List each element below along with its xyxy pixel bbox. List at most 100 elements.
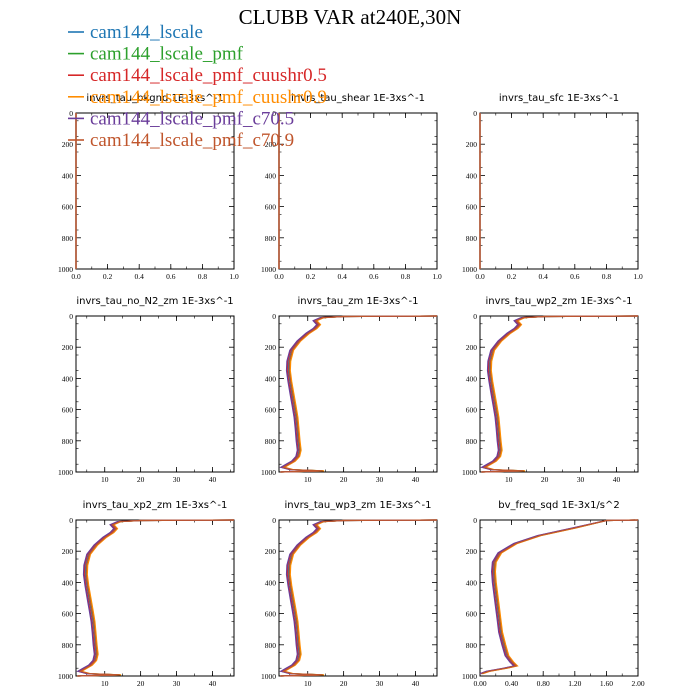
- x-tick-label: 0.0: [71, 272, 81, 281]
- y-tick-label: 0: [69, 516, 73, 525]
- series-line-2: [481, 315, 639, 473]
- series-line-2: [280, 519, 438, 677]
- x-tick-label: 40: [209, 475, 217, 484]
- x-tick-label: 0.2: [306, 272, 316, 281]
- legend-entry: cam144_lscale_pmf_c70.5: [90, 108, 294, 129]
- series-line-1: [77, 519, 235, 677]
- panel-title: invrs_tau_xp2_zm 1E-3xs^-1: [83, 500, 228, 511]
- y-tick-label: 800: [62, 234, 74, 243]
- panel-9: bv_freq_sqd 1E-3x1/s^2020040060080010000…: [462, 500, 645, 688]
- series-line-5: [76, 519, 235, 677]
- panel-3: invrs_tau_sfc 1E-3xs^-1 0 200 400 600 800 1000…: [462, 93, 643, 281]
- series-line-3: [76, 519, 235, 677]
- x-tick-label: 0.80: [537, 679, 550, 688]
- plot-frame: [479, 112, 639, 270]
- panel-title: invrs_tau_sfc 1E-3xs^-1: [499, 93, 619, 104]
- y-tick-label: 400: [466, 374, 478, 383]
- y-tick-label: 1000: [462, 265, 477, 274]
- y-tick-label: 0: [473, 516, 477, 525]
- y-tick-label: 600: [466, 406, 478, 415]
- x-tick-label: 0.6: [166, 272, 176, 281]
- x-tick-label: 10: [304, 679, 312, 688]
- y-tick-label: 200: [62, 343, 74, 352]
- x-tick-label: 1.0: [229, 272, 239, 281]
- y-tick-label: 200: [466, 547, 478, 556]
- y-tick-label: 800: [265, 234, 277, 243]
- y-tick-label: 400: [265, 374, 277, 383]
- y-tick-label: 0: [69, 109, 73, 118]
- y-tick-label: 1000: [462, 468, 477, 477]
- x-tick-label: 0.6: [369, 272, 379, 281]
- y-tick-label: 800: [466, 234, 478, 243]
- x-tick-label: 0.2: [103, 272, 113, 281]
- figure-title: CLUBB VAR at240E,30N: [239, 5, 462, 29]
- y-tick-label: 1000: [58, 672, 73, 681]
- legend: cam144_lscalecam144_lscale_pmfcam144_lsc…: [68, 22, 327, 151]
- y-tick-label: 200: [62, 547, 74, 556]
- y-tick-label: 0: [272, 312, 276, 321]
- x-tick-label: 0.4: [135, 272, 145, 281]
- panel-title: invrs_tau_zm 1E-3xs^-1: [297, 296, 418, 307]
- legend-entry: cam144_lscale_pmf_c70.9: [90, 130, 294, 151]
- panel-8: invrs_tau_wp3_zm 1E-3xs^-1 0 200 400 600 800 1…: [261, 500, 438, 688]
- y-tick-label: 400: [466, 578, 478, 587]
- x-tick-label: 30: [376, 475, 384, 484]
- panel-title: invrs_tau_no_N2_zm 1E-3xs^-1: [76, 296, 233, 307]
- x-tick-label: 0.40: [505, 679, 518, 688]
- panel-6: invrs_tau_wp2_zm 1E-3xs^-1 0 200 400 600 800 1…: [462, 296, 639, 484]
- plot-frame: [278, 112, 438, 270]
- x-tick-label: 0.0: [475, 272, 485, 281]
- x-tick-label: 20: [340, 679, 348, 688]
- panel-title: invrs_tau_shear 1E-3xs^-1: [291, 93, 425, 104]
- y-tick-label: 800: [62, 437, 74, 446]
- y-tick-label: 600: [265, 610, 277, 619]
- y-tick-label: 600: [62, 406, 74, 415]
- x-tick-label: 0.6: [570, 272, 580, 281]
- y-tick-label: 1000: [58, 468, 73, 477]
- y-tick-label: 800: [265, 641, 277, 650]
- x-tick-label: 20: [137, 679, 145, 688]
- y-tick-label: 200: [466, 140, 478, 149]
- x-tick-label: 20: [541, 475, 549, 484]
- x-tick-label: 20: [137, 475, 145, 484]
- x-tick-label: 10: [101, 475, 109, 484]
- panels: invrs_tau_bkgnd 1E-3xs^-1020040060080010…: [58, 93, 645, 688]
- y-tick-label: 200: [466, 343, 478, 352]
- series-line-4: [280, 315, 438, 473]
- series-line-3: [279, 315, 438, 473]
- panel-1: invrs_tau_bkgnd 1E-3xs^-1 0 200 400 600 800 10…: [58, 93, 239, 281]
- y-tick-label: 0: [473, 109, 477, 118]
- panel-title: invrs_tau_wp2_zm 1E-3xs^-1: [486, 296, 633, 307]
- series-line-5: [480, 315, 639, 473]
- x-tick-label: 1.0: [432, 272, 442, 281]
- y-tick-label: 0: [69, 312, 73, 321]
- series-line-1: [280, 315, 438, 473]
- x-tick-label: 30: [173, 475, 181, 484]
- y-tick-label: 600: [466, 610, 478, 619]
- series-line-2: [280, 315, 438, 473]
- series-line-3: [279, 519, 438, 677]
- series-line-5: [279, 315, 438, 473]
- x-tick-label: 30: [577, 475, 585, 484]
- series-line-1: [481, 315, 639, 473]
- series-line-4: [77, 519, 235, 677]
- y-tick-label: 400: [62, 578, 74, 587]
- panel-title: invrs_tau_bkgnd 1E-3xs^-1: [86, 93, 223, 104]
- series-line-6: [77, 519, 235, 677]
- x-tick-label: 0.00: [473, 679, 486, 688]
- x-tick-label: 0.8: [401, 272, 411, 281]
- x-tick-label: 1.60: [600, 679, 613, 688]
- x-tick-label: 20: [340, 475, 348, 484]
- y-tick-label: 600: [265, 203, 277, 212]
- plot-frame: [75, 315, 235, 473]
- panel-7: invrs_tau_xp2_zm 1E-3xs^-1 0 200 400 600 800 1…: [58, 500, 235, 688]
- panel-title: bv_freq_sqd 1E-3x1/s^2: [498, 500, 620, 511]
- series-line-6: [481, 315, 639, 473]
- x-tick-label: 30: [173, 679, 181, 688]
- y-tick-label: 0: [272, 109, 276, 118]
- x-tick-label: 10: [505, 475, 513, 484]
- legend-entry: cam144_lscale_pmf_cuushr0.9: [90, 87, 327, 108]
- series-line-1: [280, 519, 438, 677]
- y-tick-label: 800: [466, 437, 478, 446]
